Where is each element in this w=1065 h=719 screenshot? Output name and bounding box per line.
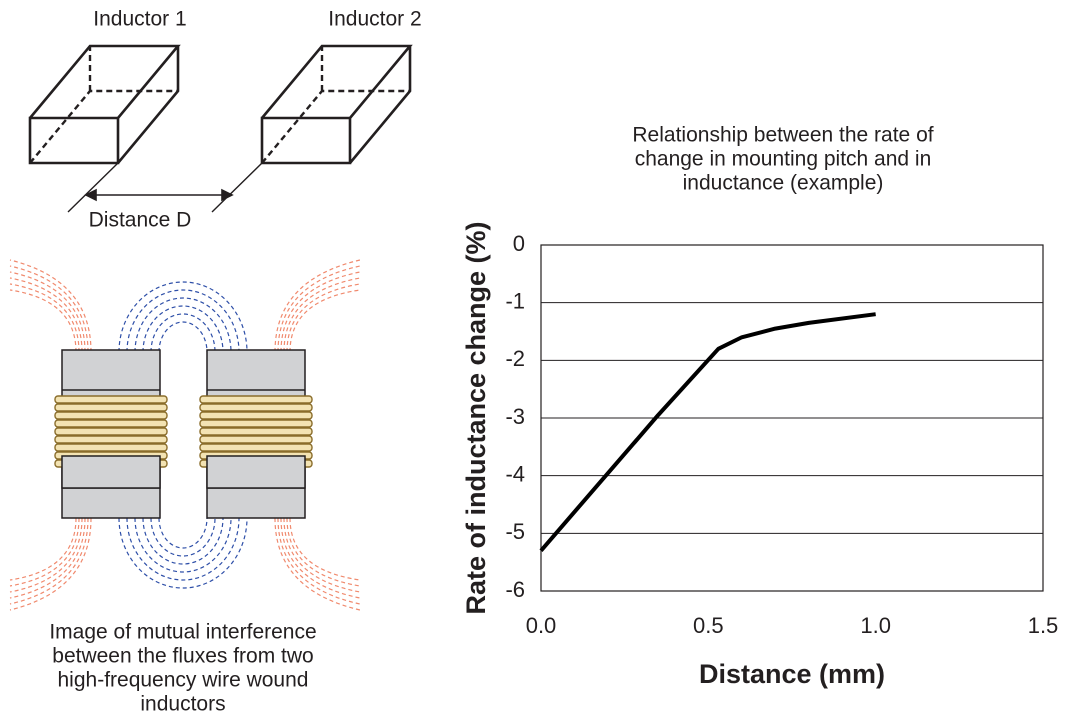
inductor-boxes <box>28 44 413 213</box>
winding <box>199 395 313 404</box>
winding <box>54 395 168 404</box>
y-tick-label: -1 <box>505 288 525 313</box>
flux-line <box>9 517 80 587</box>
flux-line <box>280 271 361 353</box>
y-axis-label: Rate of inductance change (%) <box>461 221 491 614</box>
flux-line <box>142 305 224 353</box>
flux-line <box>150 517 216 557</box>
flux-line <box>142 517 224 565</box>
flux-line <box>286 517 361 587</box>
winding <box>199 419 313 428</box>
flux-line <box>150 313 216 353</box>
x-tick-label: 0.5 <box>693 613 724 638</box>
flux-line <box>9 259 92 353</box>
flux-line <box>158 517 208 549</box>
winding <box>199 427 313 436</box>
flux-line <box>280 517 361 599</box>
winding <box>54 419 168 428</box>
chart-title: change in mounting pitch and in <box>635 148 932 171</box>
flux-line <box>126 517 240 581</box>
flux-line <box>9 289 77 353</box>
label: Inductor 2 <box>328 8 421 31</box>
caption: Image of mutual interference <box>49 621 316 644</box>
flux-line <box>289 517 361 581</box>
flux-line <box>9 517 86 599</box>
winding <box>54 411 168 420</box>
winding <box>54 435 168 444</box>
flux-line <box>277 517 361 605</box>
flux-line <box>286 283 361 353</box>
data-line <box>539 312 876 552</box>
flux-line <box>134 297 232 353</box>
core <box>206 455 306 489</box>
flux-line <box>274 517 361 611</box>
y-tick-label: -4 <box>505 461 525 486</box>
chart-title: Relationship between the rate of <box>632 124 933 147</box>
flux-line <box>274 259 361 353</box>
winding <box>54 443 168 452</box>
y-tick-label: -5 <box>505 519 525 544</box>
y-tick-label: 0 <box>513 231 525 256</box>
x-tick-label: 1.0 <box>860 613 891 638</box>
flux-line <box>289 289 361 353</box>
winding <box>199 435 313 444</box>
flux-line <box>9 517 89 605</box>
flux-line <box>283 277 361 353</box>
core <box>61 455 161 489</box>
x-axis-label: Distance (mm) <box>699 659 885 689</box>
winding <box>54 403 168 412</box>
winding <box>54 427 168 436</box>
flux-line <box>277 265 361 353</box>
flux-line <box>9 517 77 581</box>
label: Distance D <box>89 209 192 232</box>
flux-illustration <box>9 259 361 611</box>
flux-line <box>9 517 83 593</box>
winding <box>199 403 313 412</box>
y-tick-label: -2 <box>505 346 525 371</box>
caption: high-frequency wire wound <box>58 669 309 692</box>
flux-line <box>283 517 361 593</box>
caption: between the fluxes from two <box>52 645 313 668</box>
x-tick-label: 0.0 <box>526 613 557 638</box>
winding <box>199 411 313 420</box>
flux-line <box>118 281 248 353</box>
winding <box>199 443 313 452</box>
flux-line <box>9 271 86 353</box>
flux-line <box>9 517 92 611</box>
flux-line <box>9 277 83 353</box>
label: Inductor 1 <box>93 8 186 31</box>
x-tick-label: 1.5 <box>1028 613 1059 638</box>
y-tick-label: -6 <box>505 577 525 602</box>
flux-line <box>9 283 80 353</box>
flux-line <box>158 321 208 353</box>
caption: inductors <box>140 693 225 716</box>
flux-line <box>126 289 240 353</box>
y-tick-label: -3 <box>505 404 525 429</box>
flux-line <box>9 265 89 353</box>
flux-line <box>134 517 232 573</box>
flux-line <box>118 517 248 589</box>
chart-title: inductance (example) <box>683 172 884 195</box>
